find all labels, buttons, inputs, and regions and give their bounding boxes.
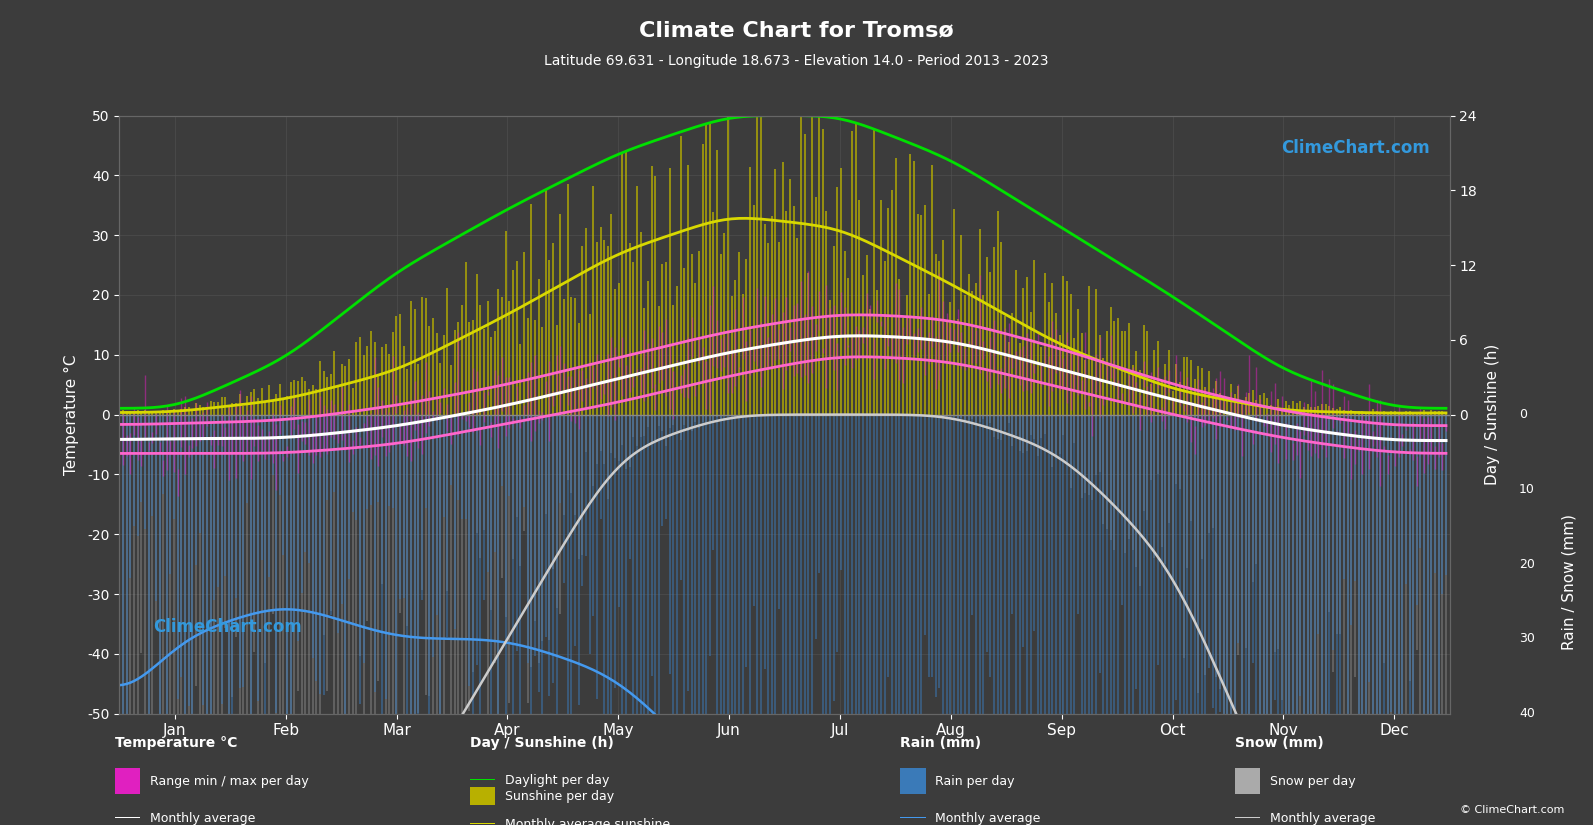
Text: Latitude 69.631 - Longitude 18.673 - Elevation 14.0 - Period 2013 - 2023: Latitude 69.631 - Longitude 18.673 - Ele… [545,54,1048,68]
Text: Rain / Snow (mm): Rain / Snow (mm) [1561,514,1577,650]
Text: Range min / max per day: Range min / max per day [150,775,309,788]
Text: Monthly average: Monthly average [1270,812,1375,825]
Text: 10: 10 [1520,483,1536,496]
Text: ClimeChart.com: ClimeChart.com [1281,139,1429,158]
Text: Day / Sunshine (h): Day / Sunshine (h) [470,736,613,750]
Text: Snow (mm): Snow (mm) [1235,736,1324,750]
Text: Temperature °C: Temperature °C [115,736,237,750]
Text: Monthly average: Monthly average [150,812,255,825]
Text: Rain per day: Rain per day [935,775,1015,788]
Text: ClimeChart.com: ClimeChart.com [153,618,301,636]
Text: Monthly average: Monthly average [935,812,1040,825]
Y-axis label: Temperature °C: Temperature °C [64,354,80,475]
Text: 0: 0 [1520,408,1528,421]
Text: Sunshine per day: Sunshine per day [505,790,615,803]
Text: Climate Chart for Tromsø: Climate Chart for Tromsø [639,21,954,40]
Text: 20: 20 [1520,558,1536,571]
Text: Rain (mm): Rain (mm) [900,736,981,750]
Text: Snow per day: Snow per day [1270,775,1356,788]
Text: © ClimeChart.com: © ClimeChart.com [1459,805,1564,815]
Text: Daylight per day: Daylight per day [505,774,610,787]
Text: 40: 40 [1520,707,1536,720]
Text: 30: 30 [1520,632,1536,645]
Y-axis label: Day / Sunshine (h): Day / Sunshine (h) [1485,344,1501,485]
Text: Monthly average sunshine: Monthly average sunshine [505,818,671,825]
